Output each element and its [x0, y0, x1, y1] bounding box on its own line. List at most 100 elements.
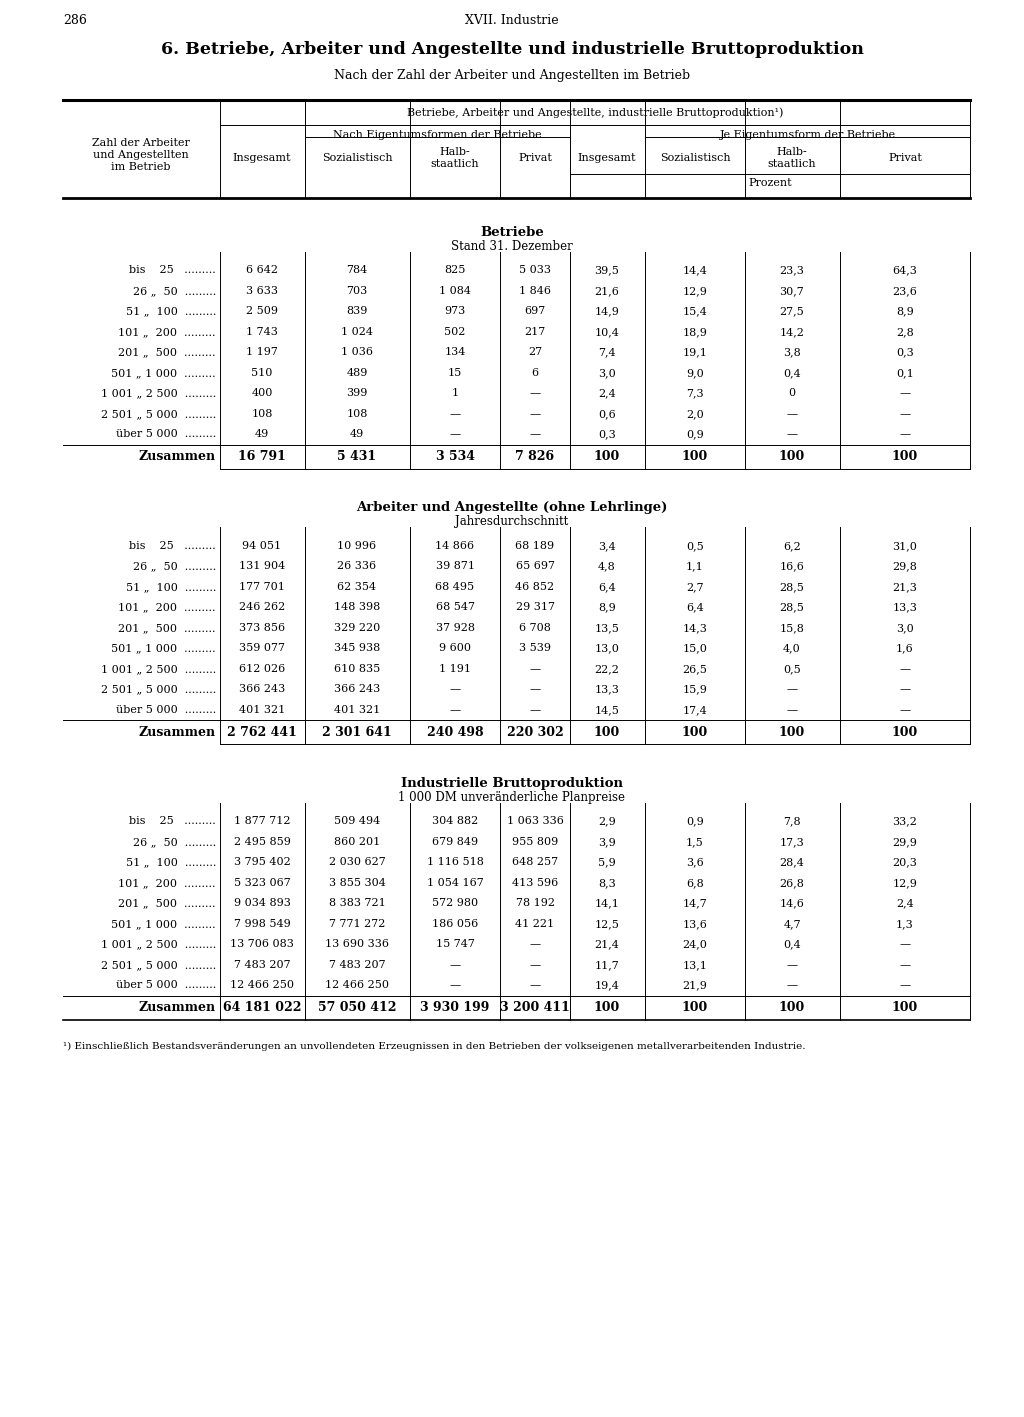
Text: Je Eigentumsform der Betriebe: Je Eigentumsform der Betriebe [720, 130, 896, 140]
Text: 413 596: 413 596 [512, 877, 558, 887]
Text: 19,4: 19,4 [595, 981, 620, 990]
Text: 14 866: 14 866 [435, 541, 474, 551]
Text: 21,4: 21,4 [595, 939, 620, 949]
Text: 501 „ 1 000  .........: 501 „ 1 000 ......... [112, 918, 216, 928]
Text: über 5 000  .........: über 5 000 ......... [116, 981, 216, 990]
Text: 7 826: 7 826 [515, 451, 555, 463]
Text: 1 191: 1 191 [439, 663, 471, 673]
Text: 1 116 518: 1 116 518 [427, 857, 483, 867]
Text: 501 „ 1 000  .........: 501 „ 1 000 ......... [112, 368, 216, 378]
Text: 13,6: 13,6 [683, 918, 708, 928]
Text: 37 928: 37 928 [435, 622, 474, 633]
Text: —: — [899, 408, 910, 419]
Text: —: — [529, 684, 541, 694]
Text: 68 495: 68 495 [435, 582, 474, 592]
Text: 860 201: 860 201 [334, 837, 380, 847]
Text: 0,3: 0,3 [598, 429, 615, 439]
Text: 5,9: 5,9 [598, 857, 615, 867]
Text: 68 547: 68 547 [435, 602, 474, 612]
Text: 1 054 167: 1 054 167 [427, 877, 483, 887]
Text: Sozialistisch: Sozialistisch [322, 153, 392, 163]
Text: —: — [529, 959, 541, 969]
Text: Halb-
staatlich: Halb- staatlich [431, 147, 479, 169]
Text: 2 495 859: 2 495 859 [233, 837, 291, 847]
Text: 1: 1 [452, 388, 459, 398]
Text: —: — [899, 939, 910, 949]
Text: 131 904: 131 904 [239, 561, 285, 571]
Text: 217: 217 [524, 327, 546, 337]
Text: 1 877 712: 1 877 712 [233, 816, 290, 826]
Text: 28,5: 28,5 [779, 582, 805, 592]
Text: 100: 100 [779, 1000, 805, 1015]
Text: 0,5: 0,5 [686, 541, 703, 551]
Text: —: — [529, 663, 541, 673]
Text: —: — [529, 408, 541, 419]
Text: 64 181 022: 64 181 022 [223, 1000, 301, 1015]
Text: 29,9: 29,9 [893, 837, 918, 847]
Text: 16 791: 16 791 [238, 451, 286, 463]
Text: 13,5: 13,5 [595, 622, 620, 633]
Text: 12,9: 12,9 [683, 286, 708, 296]
Text: 0,9: 0,9 [686, 429, 703, 439]
Text: 400: 400 [251, 388, 272, 398]
Text: 3 795 402: 3 795 402 [233, 857, 291, 867]
Text: 7 771 272: 7 771 272 [329, 918, 385, 928]
Text: über 5 000  .........: über 5 000 ......... [116, 429, 216, 439]
Text: 21,3: 21,3 [893, 582, 918, 592]
Text: 1 001 „ 2 500  .........: 1 001 „ 2 500 ......... [100, 388, 216, 398]
Text: 51 „  100  .........: 51 „ 100 ......... [126, 582, 216, 592]
Text: 101 „  200  .........: 101 „ 200 ......... [119, 602, 216, 612]
Text: 8 383 721: 8 383 721 [329, 898, 385, 908]
Text: 697: 697 [524, 306, 546, 316]
Text: 1,1: 1,1 [686, 561, 703, 571]
Text: 31,0: 31,0 [893, 541, 918, 551]
Text: 955 809: 955 809 [512, 837, 558, 847]
Text: 1 197: 1 197 [246, 347, 278, 357]
Text: 4,7: 4,7 [783, 918, 801, 928]
Text: 8,9: 8,9 [598, 602, 615, 612]
Text: bis    25   .........: bis 25 ......... [129, 541, 216, 551]
Text: 3,9: 3,9 [598, 837, 615, 847]
Text: 100: 100 [682, 726, 709, 738]
Text: über 5 000  .........: über 5 000 ......... [116, 704, 216, 714]
Text: 21,6: 21,6 [595, 286, 620, 296]
Text: 3 855 304: 3 855 304 [329, 877, 385, 887]
Text: 26,5: 26,5 [683, 663, 708, 673]
Text: 1 846: 1 846 [519, 286, 551, 296]
Text: 100: 100 [892, 451, 919, 463]
Text: 6,2: 6,2 [783, 541, 801, 551]
Text: 15,0: 15,0 [683, 643, 708, 653]
Text: 509 494: 509 494 [334, 816, 380, 826]
Text: 14,7: 14,7 [683, 898, 708, 908]
Text: Insgesamt: Insgesamt [232, 153, 291, 163]
Text: 14,9: 14,9 [595, 306, 620, 316]
Text: 1 743: 1 743 [246, 327, 278, 337]
Text: 3,0: 3,0 [896, 622, 913, 633]
Text: —: — [899, 684, 910, 694]
Text: 0,9: 0,9 [686, 816, 703, 826]
Text: Sozialistisch: Sozialistisch [659, 153, 730, 163]
Text: 1 001 „ 2 500  .........: 1 001 „ 2 500 ......... [100, 663, 216, 673]
Text: 10 996: 10 996 [338, 541, 377, 551]
Text: 15,9: 15,9 [683, 684, 708, 694]
Text: 26 336: 26 336 [338, 561, 377, 571]
Text: 14,5: 14,5 [595, 704, 620, 714]
Text: 610 835: 610 835 [334, 663, 380, 673]
Text: 510: 510 [251, 368, 272, 378]
Text: 108: 108 [346, 408, 368, 419]
Text: 2,4: 2,4 [598, 388, 615, 398]
Text: —: — [529, 704, 541, 714]
Text: 12,5: 12,5 [595, 918, 620, 928]
Text: 6 708: 6 708 [519, 622, 551, 633]
Text: Privat: Privat [518, 153, 552, 163]
Text: —: — [899, 959, 910, 969]
Text: 359 077: 359 077 [239, 643, 285, 653]
Text: 57 050 412: 57 050 412 [317, 1000, 396, 1015]
Text: 8,9: 8,9 [896, 306, 913, 316]
Text: 825: 825 [444, 265, 466, 275]
Text: 15,8: 15,8 [779, 622, 805, 633]
Text: 2,4: 2,4 [896, 898, 913, 908]
Text: 502: 502 [444, 327, 466, 337]
Text: 3 633: 3 633 [246, 286, 278, 296]
Text: 329 220: 329 220 [334, 622, 380, 633]
